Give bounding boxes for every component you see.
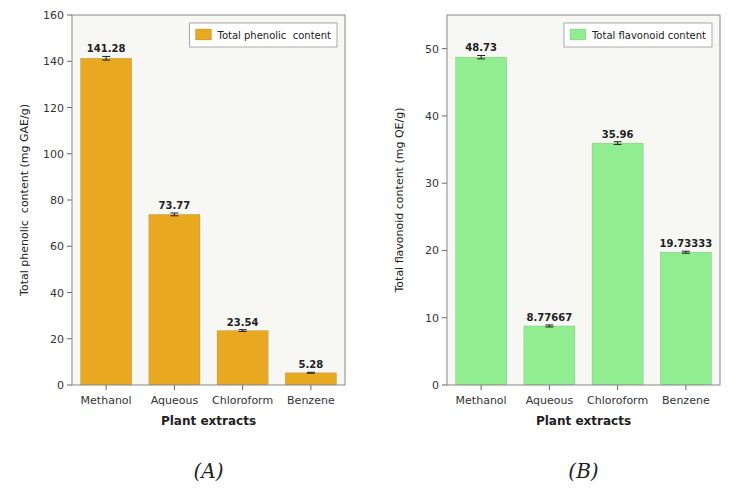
legend-box [564, 23, 712, 47]
y-tick-label: 50 [425, 43, 439, 56]
legend-swatch [570, 29, 586, 40]
data-label: 48.73 [465, 42, 497, 53]
y-tick-label: 80 [50, 194, 64, 207]
bar [592, 143, 643, 385]
y-tick-label: 40 [50, 287, 64, 300]
data-labels: 141.28 73.77 23.54 5.28 [87, 43, 323, 370]
x-tick-label: Chloroform [212, 394, 273, 407]
y-tick [442, 183, 447, 184]
data-label: 8.77667 [527, 312, 573, 323]
y-tick [67, 292, 72, 293]
y-tick-label: 40 [425, 110, 439, 123]
y-tick [442, 48, 447, 49]
y-tick [67, 153, 72, 154]
y-tick [67, 61, 72, 62]
subtitle: (A) [193, 459, 223, 483]
legend-label: Total phenolic content [216, 30, 331, 41]
error-bar [307, 372, 315, 374]
x-tick-label: Methanol [81, 394, 132, 407]
y-tick [442, 317, 447, 318]
data-label: 5.28 [299, 359, 324, 370]
y-tick-label: 30 [425, 177, 439, 190]
y-tick-label: 60 [50, 240, 64, 253]
y-tick [67, 246, 72, 247]
y-tick [67, 107, 72, 108]
x-tick [174, 385, 175, 390]
plot-frame [72, 15, 345, 385]
legend-swatch [195, 29, 211, 40]
chart: 0 20 40 60 80 100 120 140 160 141.28 73.77 23.54 5.2… [18, 9, 345, 483]
bars [81, 56, 337, 385]
y-tick [67, 338, 72, 339]
bar [456, 57, 507, 385]
y-tick-label: 0 [432, 379, 439, 392]
plot-frame [447, 15, 720, 385]
bar [81, 58, 132, 385]
error-bar [682, 251, 690, 253]
y-tick-label: 0 [57, 379, 64, 392]
subtitle: (B) [568, 459, 598, 483]
x-tick-label: Methanol [456, 394, 507, 407]
plot-background [447, 15, 720, 385]
x-tick-label: Benzene [287, 394, 335, 407]
y-tick-label: 20 [425, 244, 439, 257]
y-axis-label: Total phenolic content (mg GAE/g) [18, 104, 31, 297]
y-tick [67, 200, 72, 201]
data-label: 141.28 [87, 43, 126, 54]
bar [660, 252, 711, 385]
bar [217, 331, 268, 385]
error-bar [239, 330, 247, 332]
y-tick [67, 15, 72, 16]
data-label: 19.73333 [660, 238, 713, 249]
x-tick-label: Benzene [662, 394, 710, 407]
plot-background [72, 15, 345, 385]
y-tick [67, 385, 72, 386]
data-label: 23.54 [227, 317, 259, 328]
y-tick [442, 115, 447, 116]
bars [456, 55, 712, 385]
error-bar [614, 142, 622, 145]
x-tick-label: Aqueous [526, 394, 574, 407]
x-tick [685, 385, 686, 390]
legend: Total phenolic content [189, 23, 337, 47]
error-bar [102, 56, 110, 60]
x-tick [617, 385, 618, 390]
x-tick [481, 385, 482, 390]
y-tick-label: 160 [43, 9, 64, 22]
legend: Total flavonoid content [564, 23, 712, 47]
legend-label: Total flavonoid content [591, 30, 706, 41]
bar [285, 373, 336, 385]
y-tick [442, 250, 447, 251]
x-tick [549, 385, 550, 390]
error-bar [545, 325, 553, 327]
data-label: 35.96 [602, 129, 634, 140]
error-bar [170, 213, 178, 216]
data-labels: 48.73 8.77667 35.96 19.73333 [465, 42, 712, 322]
chart: 0 10 20 30 40 50 48.73 8.77667 35.96 19.73333 Meth… [393, 15, 720, 483]
x-tick-label: Chloroform [587, 394, 648, 407]
y-tick-label: 140 [43, 55, 64, 68]
y-tick [442, 385, 447, 386]
x-axis-label: Plant extracts [536, 414, 631, 428]
y-tick-label: 100 [43, 148, 64, 161]
y-tick-label: 120 [43, 102, 64, 115]
legend-box [189, 23, 337, 47]
x-tick-label: Aqueous [151, 394, 199, 407]
figure: 020406080100120140160141.2873.7723.545.2… [0, 0, 750, 499]
x-tick [106, 385, 107, 390]
x-tick [242, 385, 243, 390]
bar [524, 326, 575, 385]
bar [149, 214, 200, 385]
error-bar [477, 55, 485, 58]
x-tick [310, 385, 311, 390]
y-tick-label: 10 [425, 312, 439, 325]
y-axis-label: Total flavonoid content (mg QE/g) [393, 107, 406, 293]
y-tick-label: 20 [50, 333, 64, 346]
x-axis-label: Plant extracts [161, 414, 256, 428]
data-label: 73.77 [159, 200, 191, 211]
